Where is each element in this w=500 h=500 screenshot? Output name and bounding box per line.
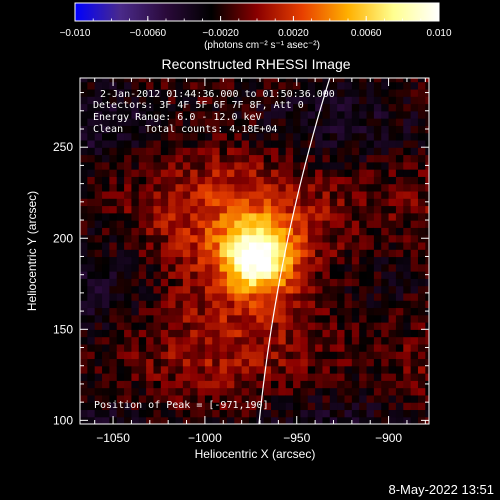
colorbar-tick-label: 0.0060 [351,28,382,39]
annotation-energy: Energy Range: 6.0 - 12.0 keV [93,112,262,123]
colorbar-tick-label: 0.010 [426,28,451,39]
chart-title: Reconstructed RHESSI Image [161,56,350,72]
solar-limb-line [258,78,331,424]
colorbar [74,2,440,22]
colorbar-ticks: −0.010 −0.0060 −0.0020 0.0020 0.0060 0.010 [60,16,452,39]
x-tick-label: −900 [375,431,402,445]
footer-timestamp: 8-May-2022 13:51 [388,482,494,497]
annotation-detectors: Detectors: 3F 4F 5F 6F 7F 8F, Att 0 [93,100,304,111]
x-tick-label: −950 [283,431,310,445]
colorbar-tick-label: 0.0020 [278,28,309,39]
y-tick-label: 200 [53,231,73,245]
x-tick-label: −1000 [188,431,222,445]
colorbar-tick-label: −0.0060 [130,28,167,39]
annotation-peak-position: Position of Peak = [-971,190] [94,400,269,411]
x-axis-label: Heliocentric X (arcsec) [195,447,316,461]
plot-frame [79,77,430,425]
y-tick-label: 250 [53,140,73,154]
colorbar-tick-label: −0.0020 [202,28,239,39]
annotation-counts: Total counts: 4.18E+04 [145,124,277,135]
x-tick-label: −1050 [96,431,130,445]
annotation-time-range: 2-Jan-2012 01:44:36.000 to 01:50:36.000 [100,89,335,100]
colorbar-tick-label: −0.010 [60,28,91,39]
y-tick-label: 150 [53,322,73,336]
y-tick-label: 100 [53,413,73,427]
colorbar-unit-label: (photons cm⁻² s⁻¹ asec⁻²) [204,40,320,51]
y-axis-label: Heliocentric Y (arcsec) [25,191,39,311]
axis-ticks: −1050 −1000 −950 −900 100 150 200 250 [53,78,429,445]
annotation-clean: Clean [93,124,123,135]
